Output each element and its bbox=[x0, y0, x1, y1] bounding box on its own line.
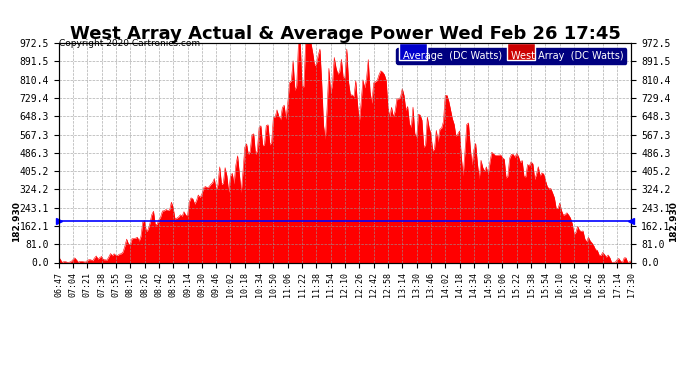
Title: West Array Actual & Average Power Wed Feb 26 17:45: West Array Actual & Average Power Wed Fe… bbox=[70, 25, 620, 43]
Text: Copyright 2020 Cartronics.com: Copyright 2020 Cartronics.com bbox=[59, 39, 200, 48]
Text: 182.930: 182.930 bbox=[669, 201, 678, 242]
Text: 182.930: 182.930 bbox=[12, 201, 21, 242]
Legend: Average  (DC Watts), West Array  (DC Watts): Average (DC Watts), West Array (DC Watts… bbox=[396, 48, 627, 64]
